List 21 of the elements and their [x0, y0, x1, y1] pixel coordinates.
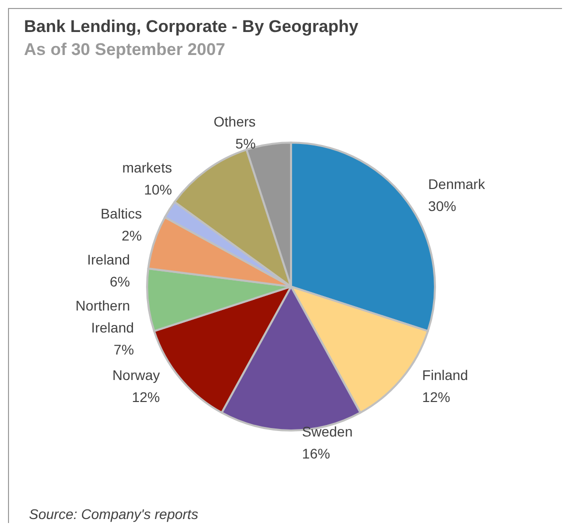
slice-label: Baltics — [100, 206, 142, 222]
slice-label: Sweden — [302, 423, 353, 440]
data-label: 12% — [132, 388, 160, 405]
data-label: 5% — [235, 136, 256, 152]
data-label: 7% — [114, 342, 134, 358]
slice-label: Denmark — [428, 176, 486, 192]
data-label: 10% — [144, 182, 172, 198]
slice-label: Finland — [422, 366, 468, 383]
source-note: Source: Company's reports — [29, 506, 198, 522]
data-label: 12% — [422, 388, 450, 405]
data-label: 16% — [302, 445, 330, 462]
chart-title: Bank Lending, Corporate - By Geography — [24, 17, 359, 36]
slice-label: Ireland — [87, 252, 130, 268]
data-label: 6% — [110, 274, 130, 290]
data-label: 30% — [428, 198, 456, 214]
chart-subtitle: As of 30 September 2007 — [24, 40, 226, 59]
data-label: 2% — [122, 228, 142, 244]
slice-label: Others — [214, 114, 256, 130]
slice-label: markets — [122, 160, 172, 176]
slice-label: Northern Ireland — [76, 298, 134, 336]
slice-label: Norway — [112, 366, 160, 383]
